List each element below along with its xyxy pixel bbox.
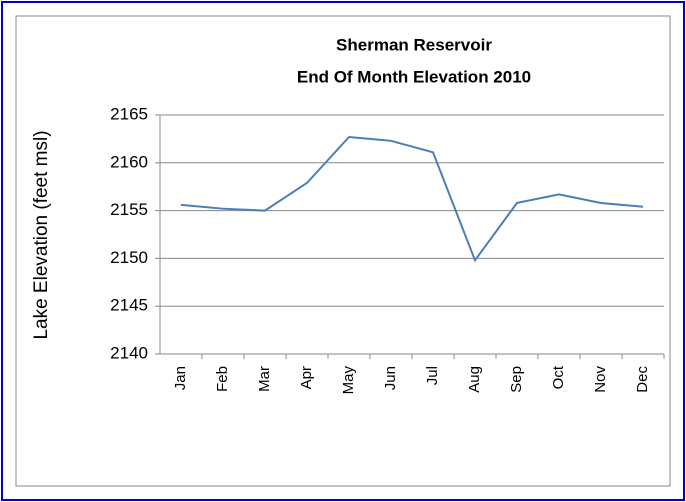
y-tick-label: 2155 [110, 200, 148, 219]
x-tick-label: Apr [298, 366, 315, 389]
x-tick-label: Jan [172, 366, 189, 390]
y-tick-label: 2165 [110, 104, 148, 123]
x-tick-label: Feb [214, 366, 231, 392]
x-tick-label: May [340, 366, 357, 395]
chart-title: Sherman Reservoir [336, 35, 492, 54]
x-tick-label: Mar [256, 366, 273, 392]
x-tick-label: Jul [424, 366, 441, 385]
y-tick-label: 2160 [110, 152, 148, 171]
chart-area [15, 15, 671, 487]
y-tick-label: 2150 [110, 248, 148, 267]
x-tick-label: Aug [466, 366, 483, 393]
y-axis-label: Lake Elevation (feet msl) [31, 130, 52, 339]
x-tick-label: Dec [634, 366, 651, 393]
chart-subtitle: End Of Month Elevation 2010 [297, 67, 531, 86]
x-tick-label: Jun [382, 366, 399, 390]
x-tick-label: Nov [592, 366, 609, 393]
y-tick-label: 2140 [110, 343, 148, 362]
data-line [180, 135, 644, 263]
x-tick-label: Oct [550, 365, 567, 389]
y-tick-label: 2145 [110, 296, 148, 315]
x-tick-label: Sep [508, 366, 525, 393]
